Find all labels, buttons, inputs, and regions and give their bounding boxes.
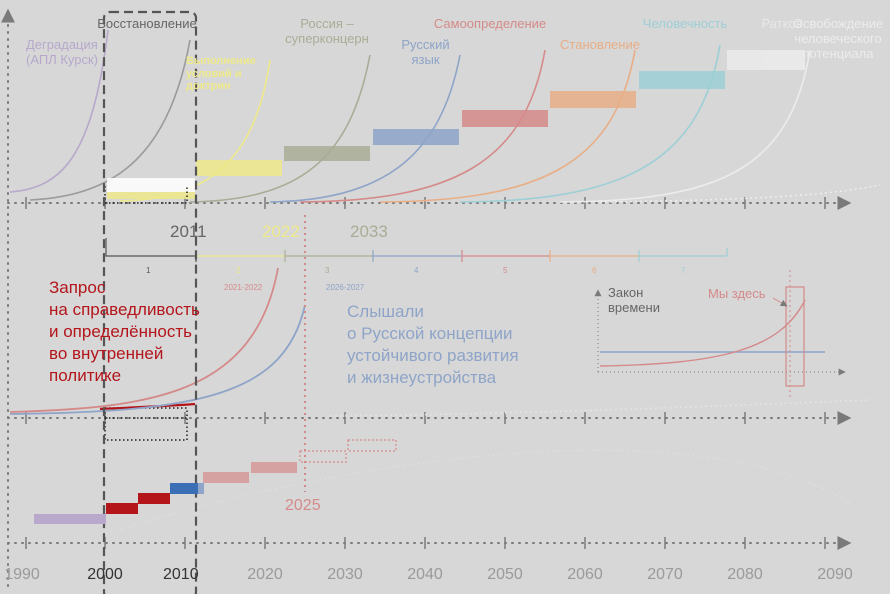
marker-2011: 2011: [170, 222, 207, 241]
bottom-guide: [105, 449, 861, 535]
step-red-2: [251, 462, 297, 473]
step-2015: [198, 483, 204, 494]
segment-2: 2: [236, 266, 241, 275]
date-2026-2027: 2026-2027: [326, 283, 365, 292]
inset-curve: [599, 299, 806, 367]
middle-curves: [9, 267, 871, 417]
segment-6: 6: [592, 266, 597, 275]
inset-here-label: Мы здесь: [708, 286, 766, 301]
label-humanity: Человечность: [642, 16, 728, 31]
segment-7: 7: [681, 266, 686, 275]
axis-ticks: [25, 197, 826, 549]
year-2090: 2090: [817, 566, 853, 583]
block-russia: [284, 146, 370, 161]
year-2050: 2050: [487, 566, 523, 583]
inset-chart: [594, 270, 846, 400]
step-2005: [138, 493, 170, 504]
block-self: [462, 110, 548, 127]
step-red-1: [203, 472, 249, 483]
left-text: Запрос на справедливость и определённост…: [49, 278, 200, 386]
year-2020: 2020: [247, 566, 283, 583]
curve-faint-mid: [329, 399, 871, 417]
year-1990: 1990: [4, 566, 40, 583]
label-language: Русский язык: [401, 37, 450, 67]
step-2000: [106, 503, 138, 514]
year-2060: 2060: [567, 566, 603, 583]
year-2080: 2080: [727, 566, 763, 583]
year-2070: 2070: [647, 566, 683, 583]
step-2010: [170, 483, 198, 494]
curve-russia: [189, 54, 371, 203]
year-2000: 2000: [87, 566, 123, 583]
marker-2033: 2033: [350, 222, 388, 241]
label-release: Освобождение человеческого потенциала: [792, 16, 884, 61]
segment-4: 4: [414, 266, 419, 275]
curve-language-mid: [9, 304, 306, 415]
block-restoration-yellow: [107, 192, 195, 199]
inset-here-box: [785, 286, 805, 387]
step-degradation: [34, 514, 106, 524]
block-release: [727, 50, 805, 70]
step-red-4: [347, 439, 397, 452]
label-yellow: Выполнение условий и доктрин: [186, 55, 256, 93]
label-becoming: Становление: [560, 37, 640, 52]
marker-2025-label: 2025: [285, 497, 321, 514]
block-becoming: [550, 91, 636, 108]
curve-white-tail: [599, 184, 881, 203]
block-restoration: [107, 178, 195, 192]
block-humanity: [639, 71, 725, 89]
label-self: Самоопределение: [433, 16, 547, 31]
stage-blocks: [107, 50, 805, 199]
curve-restoration: [29, 39, 191, 201]
label-ratkov: Ратков: [761, 16, 803, 31]
curve-language: [269, 54, 461, 203]
segment-1: 1: [146, 266, 151, 275]
date-2021-2022: 2021-2022: [224, 283, 263, 292]
label-degradation: Деградация (АПЛ Курск): [26, 37, 99, 67]
step-red-3: [299, 450, 347, 463]
label-restoration: Восстановление: [97, 16, 197, 31]
block-language: [373, 129, 459, 145]
bottom-staircase: [34, 439, 861, 535]
curve-degradation: [9, 29, 109, 193]
year-2040: 2040: [407, 566, 443, 583]
curve-justice: [9, 267, 279, 413]
curve-release: [559, 49, 811, 203]
segment-5: 5: [503, 266, 508, 275]
year-2030: 2030: [327, 566, 363, 583]
center-text: Слышали о Русской концепции устойчивого …: [347, 302, 519, 388]
inset-law-label: Закон времени: [608, 285, 660, 315]
label-russia: Россия – суперконцерн: [285, 16, 369, 46]
segment-bracket: [105, 238, 728, 262]
block-yellow: [196, 160, 282, 176]
segment-3: 3: [325, 266, 330, 275]
curve-self: [299, 49, 546, 203]
year-2010: 2010: [163, 566, 199, 583]
marker-2022: 2022: [262, 222, 300, 241]
